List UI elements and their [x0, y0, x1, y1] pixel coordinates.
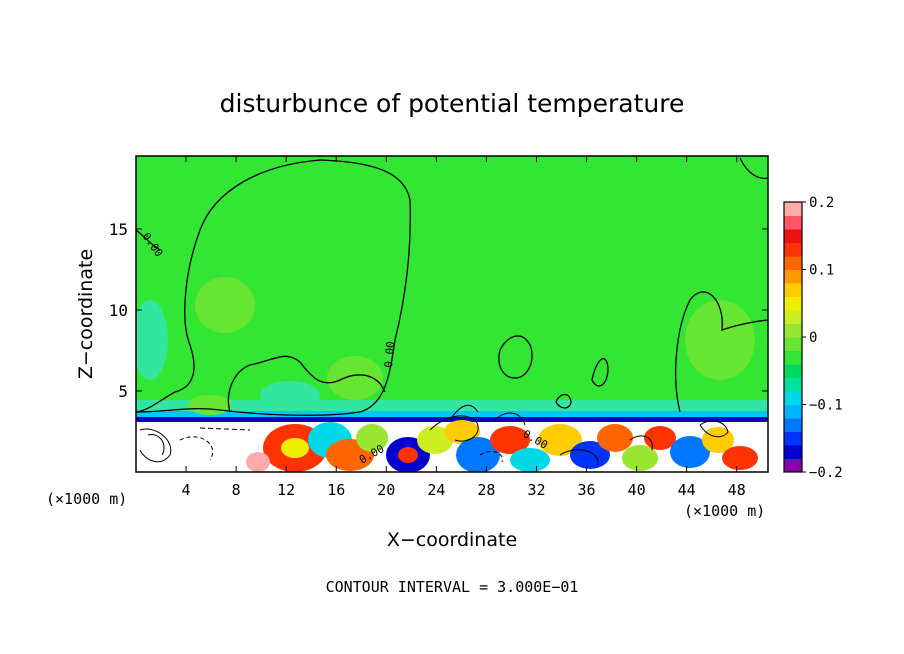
colorbar-tick-label: 0.2: [809, 195, 834, 211]
contour-interval-note: CONTOUR INTERVAL = 3.000E−01: [326, 578, 579, 596]
x-axis-label: X−coordinate: [387, 529, 517, 551]
x-tick-label: 12: [277, 481, 295, 499]
field-inversion-band: [136, 417, 768, 422]
colorbar-swatch: [784, 377, 802, 392]
axis-ticks: [136, 156, 768, 472]
y-tick-label: 5: [118, 382, 128, 401]
colorbar-swatch: [784, 256, 802, 270]
colorbar-swatch: [784, 269, 802, 284]
x-unit-label-right: (×1000 m): [684, 502, 765, 520]
y-axis-label: Z−coordinate: [75, 249, 97, 379]
warm-patch: [685, 300, 755, 380]
colorbar-swatch: [784, 215, 802, 230]
colorbar-swatch: [784, 323, 802, 338]
x-unit-label-left: (×1000 m): [46, 490, 127, 508]
colorbar-tick-label: 0.1: [809, 263, 834, 279]
y-tick-label: 15: [109, 220, 128, 239]
x-tick-label: 48: [728, 481, 746, 499]
cool-patch: [136, 300, 168, 380]
x-tick-label: 36: [578, 481, 596, 499]
colorbar-swatch: [784, 229, 802, 243]
field-cool-band: [136, 411, 768, 418]
warm-patch: [327, 356, 383, 400]
warm-patch: [195, 277, 255, 333]
x-tick-label: 8: [232, 481, 241, 499]
colorbar-swatch: [784, 391, 802, 405]
chart-title: disturbunce of potential temperature: [220, 89, 685, 118]
colorbar-swatch: [784, 350, 802, 365]
colorbar-swatch: [784, 242, 802, 257]
warm-patch: [188, 395, 232, 415]
y-tick-labels: 5 10 15: [109, 220, 128, 401]
x-tick-label: 24: [427, 481, 445, 499]
colorbar-swatch: [784, 431, 802, 446]
colorbar-tick-label: −0.2: [809, 465, 843, 481]
x-tick-label: 20: [377, 481, 395, 499]
x-tick-label: 4: [182, 481, 191, 499]
y-tick-label: 10: [109, 301, 128, 320]
colorbar-swatch: [784, 310, 802, 324]
x-tick-label: 40: [628, 481, 646, 499]
colorbar-swatch: [784, 337, 802, 351]
boundary-layer-cells: [246, 420, 758, 472]
colorbar-frame: [783, 201, 803, 473]
x-tick-label: 16: [327, 481, 345, 499]
x-tick-label: 32: [527, 481, 545, 499]
colorbar: [784, 201, 806, 473]
colorbar-swatch: [784, 445, 802, 459]
colorbar-swatch: [784, 364, 802, 378]
cool-patch: [260, 381, 320, 409]
colorbar-tick-label: 0: [809, 330, 817, 346]
colorbar-swatch: [784, 418, 802, 432]
colorbar-swatch: [784, 296, 802, 311]
plot-field: [136, 156, 768, 472]
colorbar-swatch: [784, 458, 802, 473]
colorbar-swatch: [784, 202, 802, 216]
colorbar-labels: 0.2 0.1 0 −0.1 −0.2: [809, 195, 843, 481]
colorbar-tick-label: −0.1: [809, 398, 843, 414]
boundary-layer-contours: [139, 404, 729, 466]
x-tick-label: 44: [678, 481, 696, 499]
x-tick-labels: 4 8 12 16 20 24 28 32 36 40 44 48: [182, 481, 746, 499]
colorbar-swatch: [784, 404, 802, 419]
contour-label: 0.00: [382, 341, 397, 369]
x-tick-label: 28: [477, 481, 495, 499]
plot-frame: [135, 155, 769, 473]
contour-lines: [136, 157, 768, 416]
colorbar-swatch: [784, 283, 802, 297]
